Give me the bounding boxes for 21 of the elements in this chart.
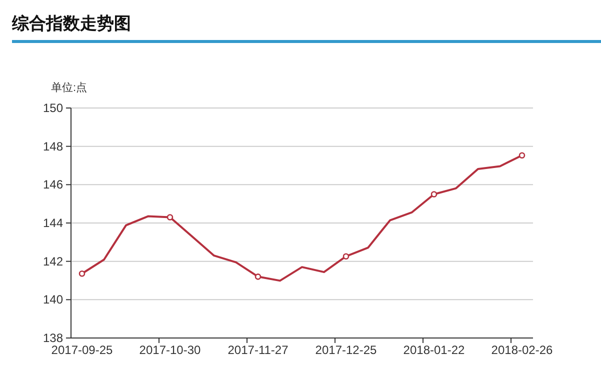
y-tick-label: 146 (42, 178, 64, 192)
x-tick-label: 2018-01-22 (403, 343, 466, 357)
point (342, 253, 350, 260)
point (254, 274, 262, 280)
point (518, 152, 526, 158)
y-axis-title: 单位:点 (51, 81, 88, 94)
x-tick-label: 2017-12-25 (315, 343, 378, 357)
point (166, 214, 174, 220)
y-tick-label: 142 (42, 254, 64, 268)
x-tick-label: 2017-10-30 (139, 343, 202, 357)
x-tick-label: 2017-11-27 (228, 343, 289, 357)
x-tick-label: 2017-09-25 (51, 343, 114, 357)
y-tick-label: 138 (42, 331, 64, 345)
y-tick-label: 150 (42, 101, 64, 115)
y-tick-label: 148 (42, 139, 64, 154)
chart-title: 综合指数走势图 (11, 14, 131, 33)
point (430, 191, 438, 198)
y-tick-label: 144 (42, 216, 64, 230)
y-tick-label: 140 (42, 292, 64, 307)
x-tick-label: 2018-02-26 (491, 343, 554, 357)
point (78, 270, 86, 277)
